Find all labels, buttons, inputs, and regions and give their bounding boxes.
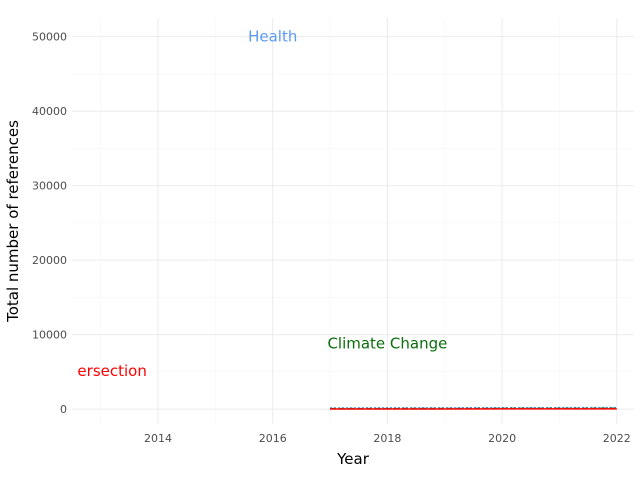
grid-lines bbox=[72, 18, 634, 424]
y-tick-label: 50000 bbox=[32, 31, 67, 44]
annotation-label: Health bbox=[248, 28, 297, 46]
x-tick-label: 2022 bbox=[603, 432, 631, 445]
annotation-label: ersection bbox=[77, 362, 146, 380]
x-axis-title: Year bbox=[336, 450, 370, 468]
x-tick-label: 2014 bbox=[144, 432, 172, 445]
y-tick-label: 10000 bbox=[32, 329, 67, 342]
y-tick-label: 40000 bbox=[32, 105, 67, 118]
annotations: Health Climate Change ersection bbox=[77, 28, 447, 380]
y-axis-ticks: 0 10000 20000 30000 40000 50000 bbox=[32, 31, 67, 416]
x-tick-label: 2016 bbox=[259, 432, 287, 445]
x-axis-ticks: 2014 2016 2018 2020 2022 bbox=[144, 432, 631, 445]
y-tick-label: 0 bbox=[60, 403, 67, 416]
x-tick-label: 2018 bbox=[373, 432, 401, 445]
series-lines bbox=[330, 406, 617, 410]
y-tick-label: 20000 bbox=[32, 254, 67, 267]
y-axis-title: Total number of references bbox=[4, 120, 22, 323]
annotation-label: Climate Change bbox=[327, 335, 447, 353]
y-tick-label: 30000 bbox=[32, 180, 67, 193]
x-tick-label: 2020 bbox=[488, 432, 516, 445]
